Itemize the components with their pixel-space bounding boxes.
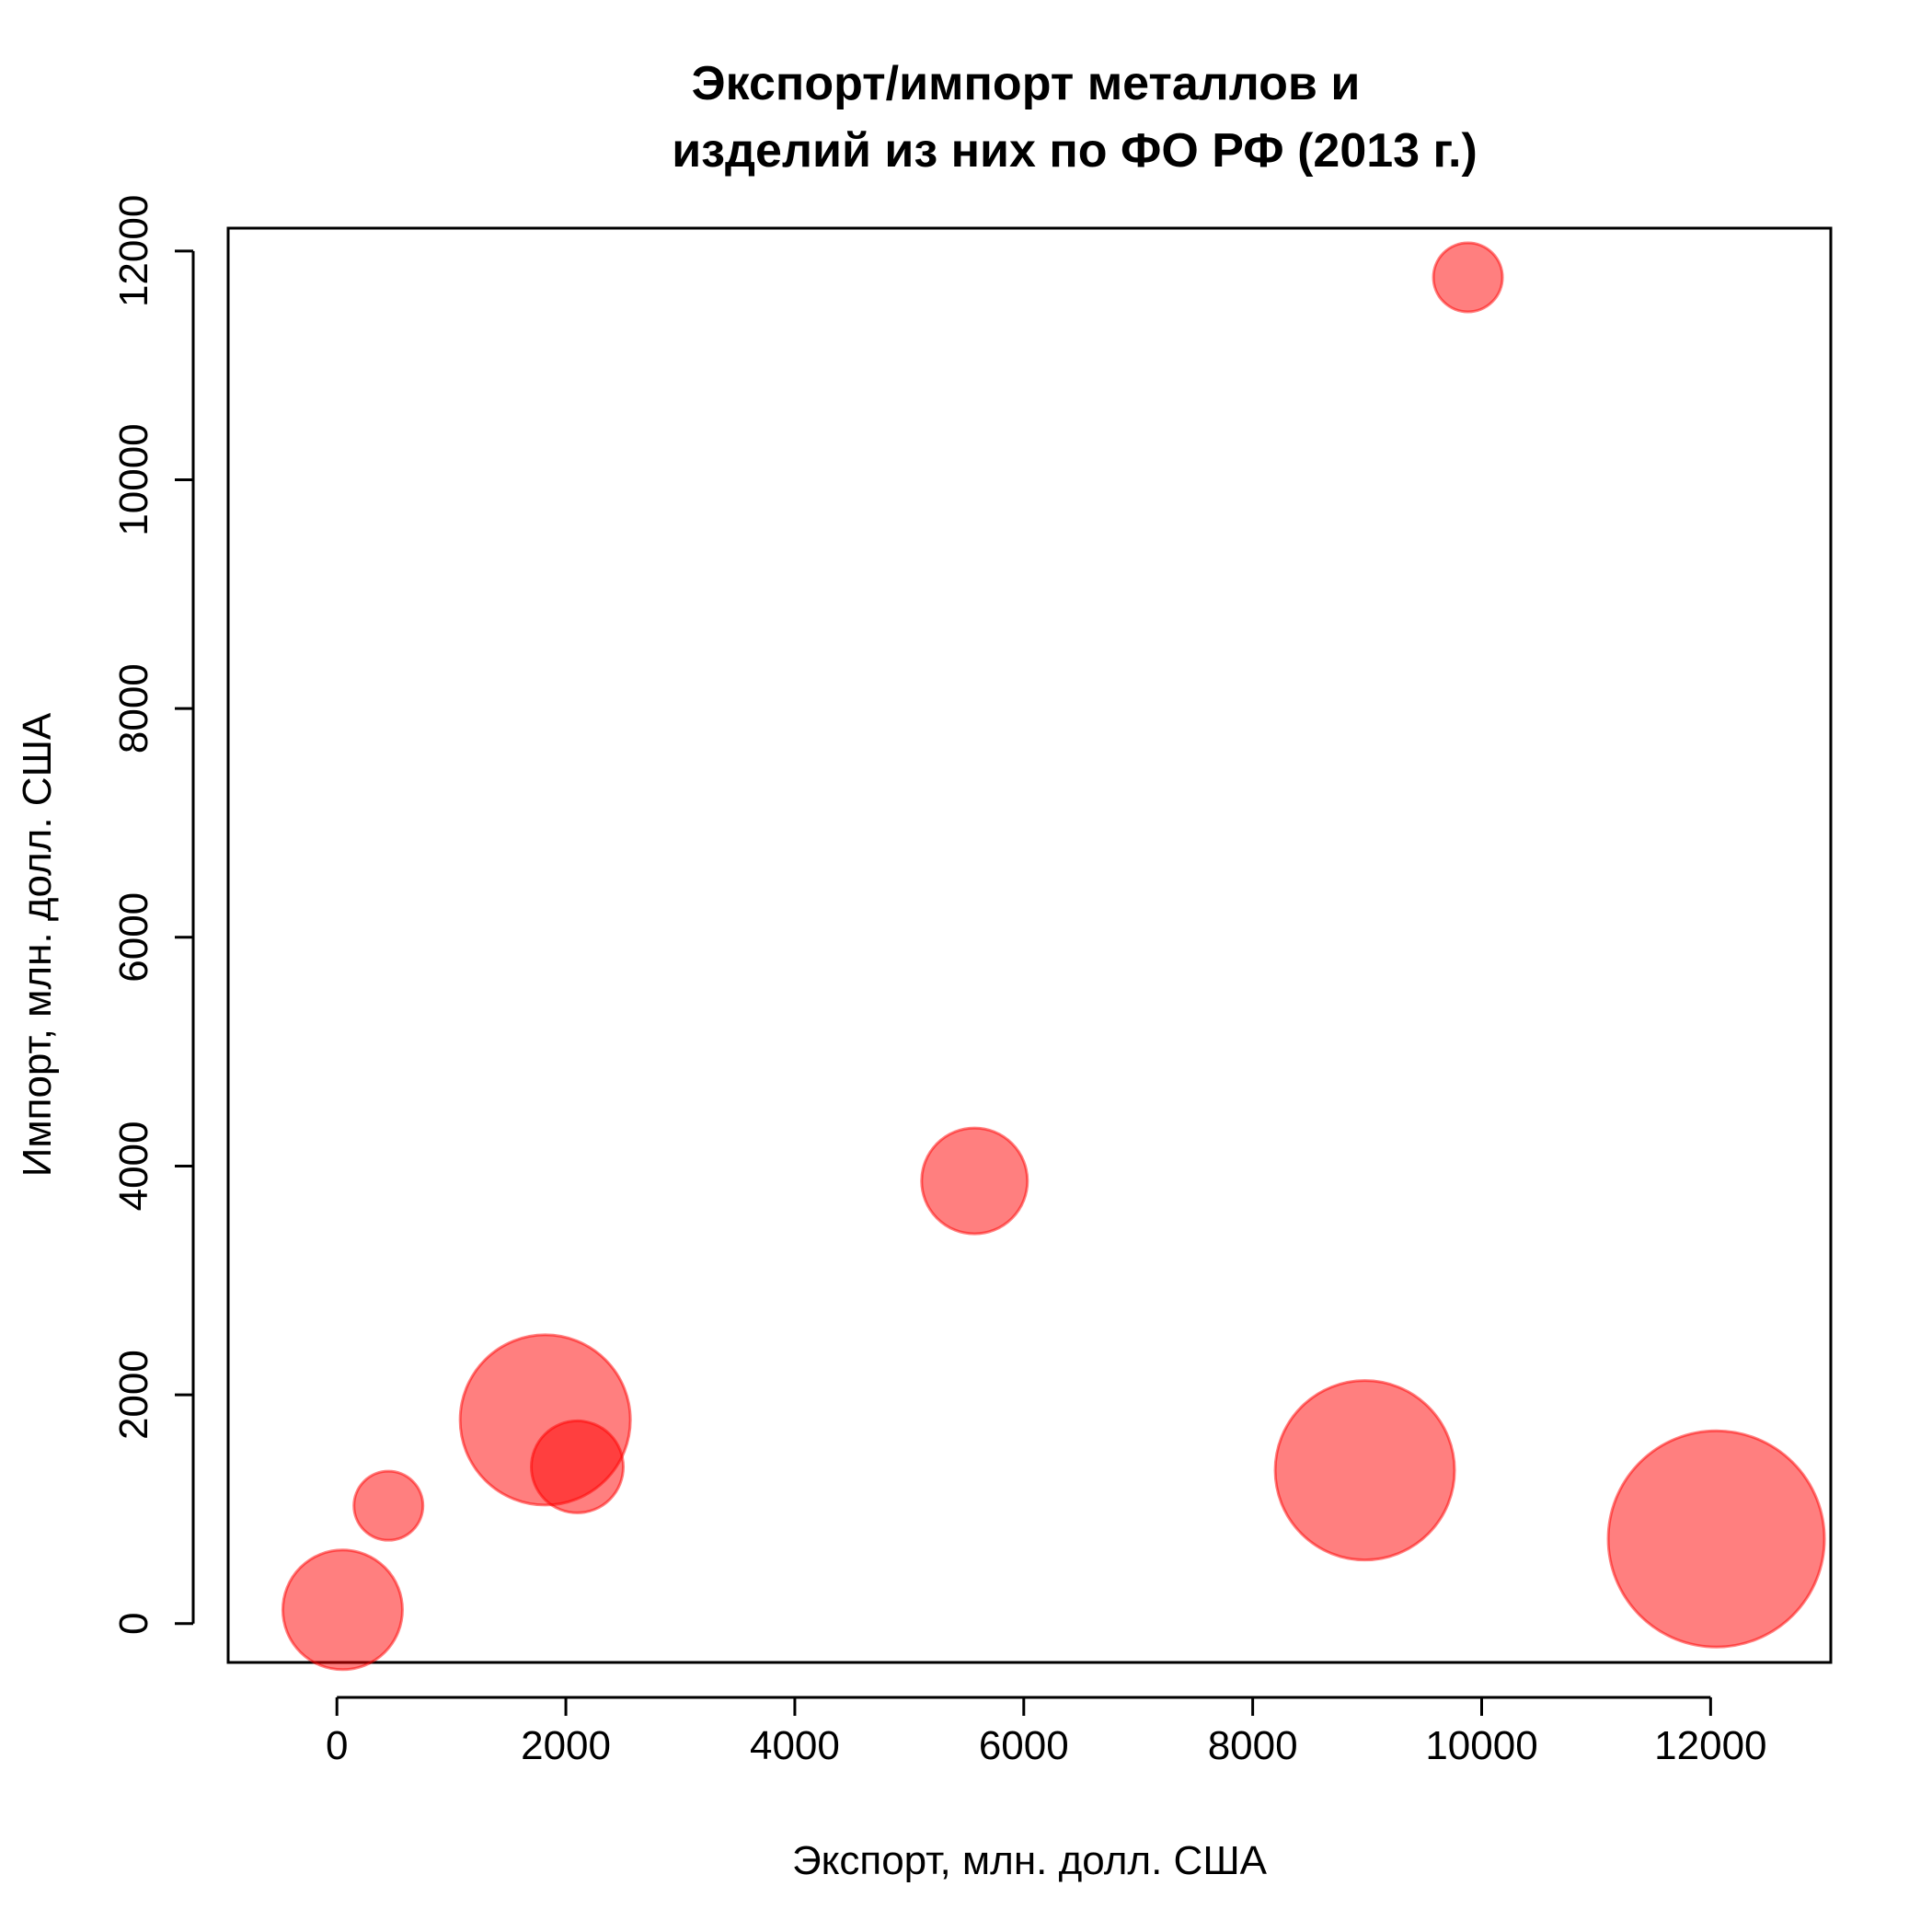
bubble-point — [920, 1126, 1029, 1236]
plot-area-frame — [226, 226, 1833, 1664]
chart-title-line-1: Экспорт/импорт металлов и — [692, 57, 1361, 110]
y-tick-label: 6000 — [111, 892, 156, 983]
y-tick-label: 10000 — [111, 423, 156, 535]
bubble-point — [352, 1469, 425, 1542]
chart-title-line-2: изделий из них по ФО РФ (2013 г.) — [672, 124, 1478, 178]
x-tick-label: 2000 — [521, 1723, 611, 1768]
bubble-series — [281, 241, 1826, 1672]
y-tick-label: 12000 — [111, 195, 156, 307]
y-tick-label: 0 — [111, 1612, 156, 1634]
x-tick-label: 12000 — [1654, 1723, 1766, 1768]
y-tick-label: 8000 — [111, 663, 156, 753]
y-tick-label: 2000 — [111, 1350, 156, 1440]
y-tick-label: 4000 — [111, 1121, 156, 1211]
x-tick-label: 10000 — [1425, 1723, 1537, 1768]
x-axis-label: Экспорт, млн. долл. США — [792, 1838, 1268, 1883]
x-tick-label: 0 — [326, 1723, 348, 1768]
bubble-point — [530, 1419, 626, 1514]
x-tick-label: 8000 — [1208, 1723, 1298, 1768]
y-axis-label: Импорт, млн. долл. США — [15, 712, 60, 1177]
x-axis: 0 2000 4000 6000 8000 10000 12000 — [326, 1696, 1767, 1768]
bubble-point — [1273, 1379, 1456, 1562]
y-axis: 0 2000 4000 6000 8000 10000 12000 — [111, 195, 195, 1635]
x-tick-label: 6000 — [979, 1723, 1069, 1768]
x-tick-label: 4000 — [750, 1723, 840, 1768]
bubble-point — [1606, 1429, 1826, 1649]
bubble-point — [281, 1548, 404, 1672]
bubble-point — [1432, 241, 1504, 314]
